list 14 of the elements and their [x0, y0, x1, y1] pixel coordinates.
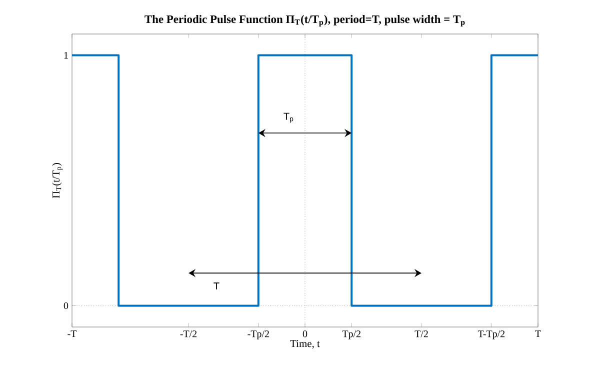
x-tick-label: T/2 — [414, 330, 428, 338]
x-tick-label: T-Tp/2 — [478, 330, 505, 340]
y-tick-label: 1 — [64, 52, 68, 59]
y-axis-title: Π$_{T}$(t/T$_{p}$) — [52, 163, 63, 198]
annotation: T$_{p}$ — [284, 112, 294, 123]
x-tick-label: T — [535, 330, 541, 338]
annotation: T — [214, 282, 220, 290]
x-tick-label: -Tp/2 — [248, 330, 269, 340]
x-tick-label: -T — [68, 330, 77, 338]
x-axis-title: Time, t — [290, 340, 320, 349]
x-tick-label: -T/2 — [180, 330, 197, 338]
chart-title: The Periodic Pulse Function Π$_{T}$(t/T$_{p}$), period=T, pulse width = T$_{p}$ — [144, 15, 465, 26]
x-tick-label: Tp/2 — [342, 330, 360, 340]
x-tick-label: 0 — [302, 330, 308, 338]
